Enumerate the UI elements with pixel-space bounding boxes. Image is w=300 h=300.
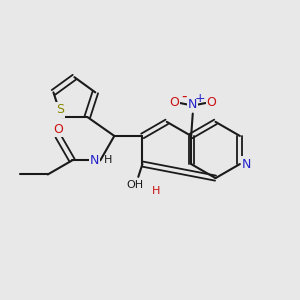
Text: +: + — [195, 92, 206, 105]
Text: H: H — [152, 186, 160, 196]
Text: H: H — [104, 155, 112, 165]
Text: OH: OH — [126, 180, 143, 190]
Text: S: S — [56, 103, 64, 116]
Text: O: O — [206, 96, 216, 109]
Text: N: N — [188, 98, 197, 111]
Text: N: N — [242, 158, 252, 171]
Text: O: O — [169, 96, 179, 109]
Text: -: - — [181, 88, 187, 104]
Text: N: N — [90, 154, 99, 167]
Text: O: O — [53, 122, 63, 136]
